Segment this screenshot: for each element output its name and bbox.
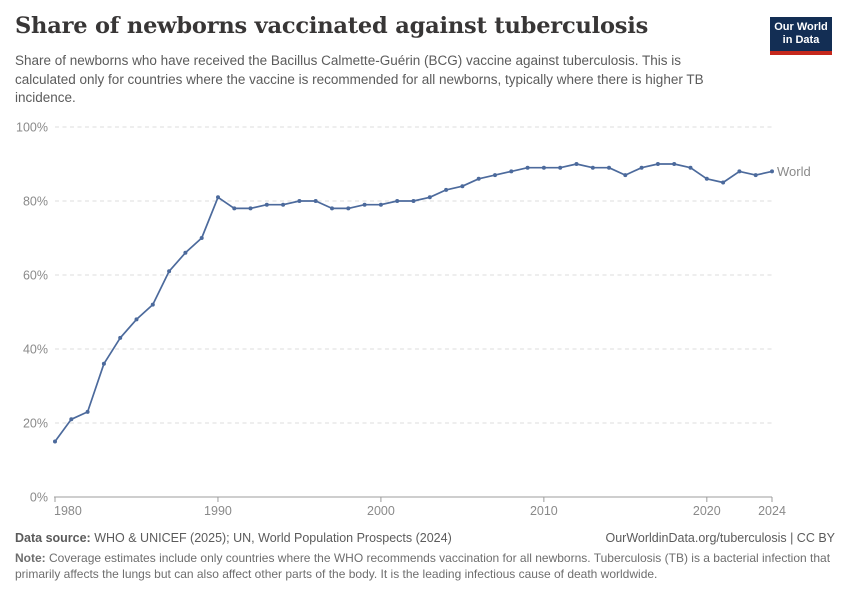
data-source: Data source: WHO & UNICEF (2025); UN, Wo… (15, 531, 452, 545)
x-tick-label-2020: 2020 (693, 504, 721, 518)
data-point-1980[interactable] (53, 439, 57, 444)
owid-logo[interactable]: Our World in Data (770, 17, 832, 55)
data-point-2012[interactable] (574, 162, 579, 166)
data-source-label: Data source: (15, 531, 91, 545)
data-point-2017[interactable] (655, 162, 660, 166)
data-point-2003[interactable] (427, 195, 432, 200)
note-label: Note: (15, 551, 46, 565)
data-point-1988[interactable] (183, 250, 188, 255)
data-point-2008[interactable] (509, 169, 514, 174)
owid-cc-link[interactable]: OurWorldinData.org/tuberculosis | CC BY (605, 531, 836, 545)
data-point-1994[interactable] (281, 202, 286, 207)
data-point-1996[interactable] (313, 199, 318, 203)
data-point-2020[interactable] (704, 176, 709, 181)
data-point-2018[interactable] (672, 162, 677, 166)
data-point-1993[interactable] (264, 202, 269, 207)
x-tick-label-2010: 2010 (530, 504, 558, 518)
data-point-2005[interactable] (460, 184, 465, 189)
data-point-2006[interactable] (476, 176, 481, 181)
data-point-1992[interactable] (248, 206, 253, 211)
x-tick-label-1990: 1990 (204, 504, 232, 518)
world-line[interactable] (54, 163, 773, 443)
x-tick-label-2000: 2000 (367, 504, 395, 518)
data-point-2001[interactable] (395, 199, 400, 203)
data-point-2004[interactable] (444, 187, 449, 192)
chart-subtitle: Share of newborns who have received the … (15, 53, 704, 105)
owid-logo-line1: Our World (774, 21, 828, 33)
chart-note: Note: Coverage estimates include only co… (15, 550, 833, 582)
data-point-2016[interactable] (639, 165, 644, 170)
y-tick-label-60: 60% (23, 269, 48, 283)
data-point-1984[interactable] (118, 335, 123, 340)
data-point-2021[interactable] (721, 180, 726, 185)
data-point-2011[interactable] (558, 165, 563, 170)
data-point-2000[interactable] (378, 202, 383, 207)
data-point-2022[interactable] (737, 169, 742, 174)
data-point-2014[interactable] (607, 165, 611, 170)
data-point-1989[interactable] (199, 236, 204, 240)
data-point-1985[interactable] (134, 317, 139, 322)
data-point-1987[interactable] (167, 269, 172, 274)
page-title: Share of newborns vaccinated against tub… (15, 13, 649, 39)
owid-logo-line2: in Data (782, 34, 820, 46)
y-tick-label-40: 40% (23, 343, 48, 357)
data-point-1990[interactable] (216, 195, 220, 200)
world-series-label[interactable]: World (777, 164, 811, 179)
data-point-1981[interactable] (69, 417, 74, 422)
data-point-1998[interactable] (346, 206, 351, 211)
x-tick-label-1980: 1980 (54, 504, 82, 518)
data-point-1982[interactable] (85, 409, 90, 414)
data-point-1995[interactable] (297, 199, 302, 203)
data-point-1983[interactable] (101, 361, 106, 366)
y-tick-label-80: 80% (23, 195, 48, 209)
data-point-2015[interactable] (623, 173, 628, 178)
data-point-1999[interactable] (362, 202, 367, 207)
x-tick-label-2024: 2024 (758, 504, 786, 518)
data-point-2010[interactable] (541, 165, 546, 170)
data-point-1991[interactable] (232, 206, 237, 211)
data-point-2002[interactable] (411, 199, 416, 203)
data-point-1997[interactable] (330, 206, 334, 211)
line-chart-canvas[interactable]: 0% 20% 40% 60% 80% 100% 1980 1990 2000 2010 2020 20… (0, 0, 850, 530)
data-point-2009[interactable] (525, 165, 530, 170)
chart-footer: Data source: WHO & UNICEF (2025); UN, Wo… (15, 531, 835, 582)
note-text: Coverage estimates include only countrie… (15, 551, 831, 581)
data-point-2007[interactable] (493, 173, 497, 178)
y-tick-label-0: 0% (30, 491, 48, 505)
data-point-2013[interactable] (590, 165, 595, 170)
data-point-2019[interactable] (688, 165, 693, 170)
y-tick-label-100: 100% (16, 121, 48, 135)
data-point-2024[interactable] (770, 169, 774, 174)
data-source-text: WHO & UNICEF (2025); UN, World Populatio… (94, 531, 452, 545)
data-point-1986[interactable] (150, 302, 155, 307)
data-point-2023[interactable] (753, 173, 758, 178)
y-tick-label-20: 20% (23, 417, 48, 431)
